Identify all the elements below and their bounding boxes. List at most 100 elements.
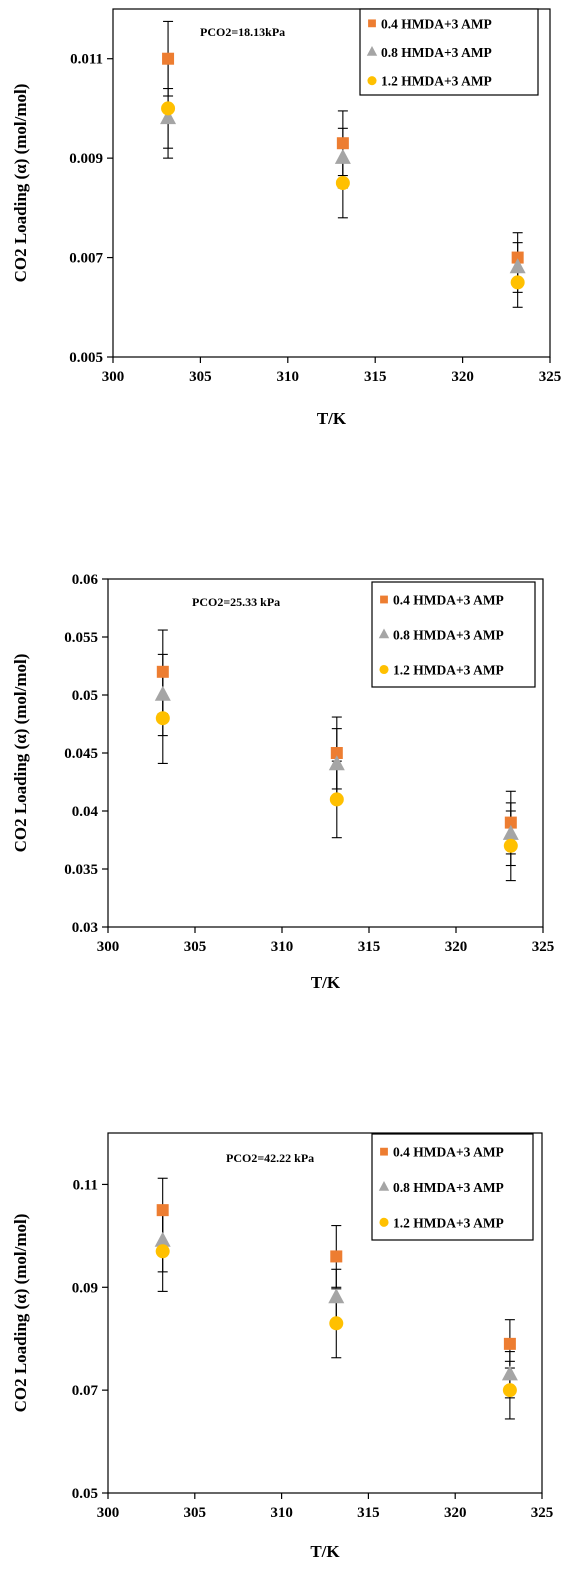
chart-panel-2: 300 305 310 315 320 325 0.03 0.035 0.04 0.045 0.05… bbox=[0, 520, 566, 1040]
data-point-triangle bbox=[509, 258, 526, 274]
y-tick-label: 0.05 bbox=[72, 688, 98, 704]
y-tick-label: 0.011 bbox=[70, 52, 103, 68]
x-tick-label: 320 bbox=[451, 369, 474, 385]
pressure-annotation: PCO2=25.33 kPa bbox=[192, 595, 280, 609]
series-2-points bbox=[154, 1231, 518, 1381]
y-tick-label: 0.009 bbox=[69, 151, 103, 167]
pressure-annotation: PCO2=18.13kPa bbox=[200, 25, 285, 39]
series-1-points bbox=[156, 1204, 516, 1350]
data-point-square bbox=[336, 137, 349, 150]
data-point-circle bbox=[155, 711, 170, 726]
y-tick-label: 0.007 bbox=[69, 251, 103, 267]
x-axis-title: T/K bbox=[317, 409, 347, 428]
legend-label: 0.8 HMDA+3 AMP bbox=[393, 1180, 504, 1195]
data-point-triangle bbox=[334, 148, 351, 164]
y-tick-label: 0.055 bbox=[64, 630, 98, 646]
x-tick-label: 320 bbox=[445, 939, 468, 955]
data-point-square bbox=[162, 52, 175, 65]
x-tick-label: 325 bbox=[539, 369, 562, 385]
y-axis-title: CO2 Loading (α) (mol/mol) bbox=[11, 1214, 30, 1413]
x-tick-label: 310 bbox=[277, 369, 300, 385]
chart-2: 300 305 310 315 320 325 0.03 0.035 0.04 0.045 0.05… bbox=[11, 572, 555, 992]
data-point-triangle bbox=[502, 824, 519, 840]
x-axis-title: T/K bbox=[311, 973, 341, 992]
chart-panel-3: 300 305 310 315 320 325 0.05 0.07 0.09 0.11 T/K CO2… bbox=[0, 1040, 566, 1569]
y-tick-label: 0.03 bbox=[72, 920, 98, 936]
legend-marker-square bbox=[380, 595, 388, 604]
y-tick-label: 0.07 bbox=[72, 1383, 99, 1399]
y-tick-label: 0.035 bbox=[64, 862, 98, 878]
y-tick-label: 0.045 bbox=[64, 746, 98, 762]
data-point-triangle bbox=[501, 1365, 518, 1381]
data-point-triangle bbox=[154, 1231, 171, 1247]
legend-marker-triangle bbox=[378, 628, 390, 639]
y-tick-label: 0.09 bbox=[72, 1280, 98, 1296]
data-point-circle bbox=[335, 176, 350, 190]
legend-box bbox=[371, 581, 536, 688]
legend-label: 0.4 HMDA+3 AMP bbox=[393, 593, 504, 608]
legend-marker-triangle bbox=[378, 1180, 390, 1191]
x-tick-label: 305 bbox=[184, 939, 207, 955]
legend-marker-triangle bbox=[366, 45, 378, 56]
x-tick-label: 325 bbox=[532, 939, 555, 955]
y-axis-title: CO2 Loading (α) (mol/mol) bbox=[11, 654, 30, 853]
plot-area bbox=[107, 1132, 543, 1494]
series-3-points bbox=[161, 101, 525, 290]
series-2-points bbox=[160, 109, 526, 274]
data-point-circle bbox=[155, 1244, 170, 1259]
legend-box bbox=[371, 1133, 534, 1241]
legend-label: 1.2 HMDA+3 AMP bbox=[381, 74, 492, 89]
legend: 0.4 HMDA+3 AMP 0.8 HMDA+3 AMP 1.2 HMDA+3 A… bbox=[371, 581, 536, 688]
data-point-circle bbox=[161, 101, 176, 116]
legend-label: 0.4 HMDA+3 AMP bbox=[393, 1145, 504, 1160]
x-tick-label: 300 bbox=[97, 939, 120, 955]
legend-label: 1.2 HMDA+3 AMP bbox=[393, 1215, 504, 1230]
data-point-square bbox=[156, 1204, 169, 1217]
data-point-triangle bbox=[328, 1288, 345, 1304]
x-tick-label: 305 bbox=[189, 369, 212, 385]
x-tick-label: 320 bbox=[444, 1505, 467, 1521]
legend-label: 0.8 HMDA+3 AMP bbox=[393, 628, 504, 643]
data-point-square bbox=[504, 816, 517, 829]
series-3-points bbox=[155, 711, 518, 853]
legend-box bbox=[359, 8, 539, 96]
data-point-square bbox=[330, 1250, 343, 1263]
chart-1: 300 305 310 315 320 325 0.005 0.007 0.009 0.011 T/… bbox=[11, 8, 562, 428]
legend-marker-circle bbox=[367, 76, 377, 86]
y-tick-label: 0.06 bbox=[72, 572, 99, 588]
data-point-square bbox=[156, 665, 169, 678]
data-point-square bbox=[330, 747, 343, 759]
pressure-annotation: PCO2=42.22 kPa bbox=[226, 1151, 314, 1165]
series-1-points bbox=[156, 665, 517, 829]
legend-label: 0.4 HMDA+3 AMP bbox=[381, 16, 492, 31]
data-point-circle bbox=[510, 275, 525, 290]
data-point-triangle bbox=[328, 755, 345, 771]
series-3-points bbox=[155, 1244, 517, 1398]
legend-marker-square bbox=[368, 19, 376, 28]
x-tick-label: 310 bbox=[270, 1505, 293, 1521]
data-point-circle bbox=[502, 1383, 517, 1398]
y-tick-label: 0.05 bbox=[72, 1486, 98, 1502]
x-tick-label: 315 bbox=[364, 369, 387, 385]
data-point-circle bbox=[503, 838, 518, 853]
series-2-points bbox=[154, 685, 519, 840]
x-tick-label: 300 bbox=[102, 369, 125, 385]
data-point-triangle bbox=[160, 109, 177, 125]
series-3 bbox=[157, 672, 516, 882]
x-tick-label: 305 bbox=[184, 1505, 207, 1521]
series-1-points bbox=[162, 52, 524, 264]
data-point-square bbox=[503, 1337, 516, 1350]
y-tick-label: 0.04 bbox=[72, 804, 99, 820]
y-tick-label: 0.11 bbox=[73, 1177, 98, 1193]
legend: 0.4 HMDA+3 AMP 0.8 HMDA+3 AMP 1.2 HMDA+3 A… bbox=[371, 1133, 534, 1241]
x-tick-label: 325 bbox=[531, 1505, 554, 1521]
x-tick-label: 315 bbox=[357, 1505, 380, 1521]
x-tick-label: 300 bbox=[97, 1505, 120, 1521]
legend-marker-circle bbox=[379, 1217, 389, 1227]
data-point-square bbox=[511, 251, 524, 264]
chart-3: 300 305 310 315 320 325 0.05 0.07 0.09 0.11 T/K CO2… bbox=[11, 1132, 554, 1561]
legend-label: 0.8 HMDA+3 AMP bbox=[381, 45, 492, 60]
x-tick-label: 310 bbox=[271, 939, 294, 955]
data-point-circle bbox=[329, 1316, 344, 1331]
legend-marker-circle bbox=[379, 664, 389, 675]
